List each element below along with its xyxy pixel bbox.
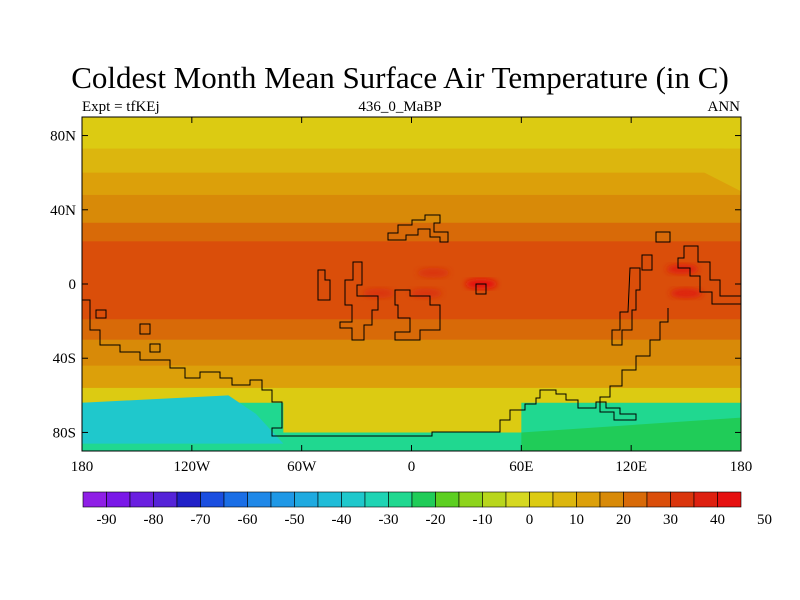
- experiment-label: Expt = tfKEj: [82, 99, 160, 115]
- colorbar-label: 50: [757, 512, 772, 528]
- map-axes: 180 120W 60W 0 60E 120E 180 80N 40N 0 40S 80S: [50, 117, 752, 475]
- map-title: Coldest Month Mean Surface Air Temperatu…: [71, 60, 729, 95]
- cold-region-west: [82, 395, 284, 444]
- warm-spot-2: [410, 288, 443, 299]
- temperature-band-6: [82, 319, 741, 341]
- cold-region-east: [521, 417, 741, 451]
- temperature-band-8: [82, 365, 741, 389]
- colorbar-swatch: [317, 491, 342, 508]
- temperature-band-4: [82, 222, 741, 243]
- colorbar: -90 -80 -70 -60 -50 -40 -30 -20 -10 0 10 20 30 40 50: [82, 491, 772, 528]
- colorbar-swatch: [576, 491, 601, 508]
- colorbar-swatch: [153, 491, 178, 508]
- x-tick-label: 60E: [509, 459, 533, 475]
- warm-spot-1: [362, 288, 395, 299]
- colorbar-swatch: [599, 491, 624, 508]
- coastline-antarctic-margin: [82, 299, 669, 437]
- coastline-continent-east: [394, 289, 441, 341]
- colorbar-swatch: [693, 491, 718, 508]
- colorbar-label: 30: [663, 512, 678, 528]
- temperature-band-7: [82, 339, 741, 367]
- temperature-band-2: [82, 172, 741, 196]
- colorbar-label: -20: [426, 512, 446, 528]
- x-tick-label: 120E: [615, 459, 647, 475]
- colorbar-label: -90: [97, 512, 117, 528]
- colorbar-label: 40: [710, 512, 725, 528]
- colorbar-label: -40: [332, 512, 352, 528]
- y-tick-label: 40S: [53, 351, 76, 367]
- coastline-west-island: [95, 309, 161, 353]
- colorbar-label: -10: [473, 512, 493, 528]
- coastline-continent-central: [339, 261, 379, 341]
- colorbar-label: -60: [238, 512, 258, 528]
- colorbar-swatch: [294, 491, 319, 508]
- y-tick-label: 80S: [53, 425, 76, 441]
- colorbar-swatch: [717, 491, 742, 508]
- temperature-band-1: [82, 148, 741, 174]
- colorbar-swatch: [364, 491, 389, 508]
- temperature-band-5: [82, 241, 741, 321]
- colorbar-swatch: [129, 491, 154, 508]
- coastline-north-africa: [387, 214, 449, 243]
- season-label: ANN: [707, 99, 741, 115]
- colorbar-label: -30: [379, 512, 399, 528]
- colorbar-label: -80: [144, 512, 164, 528]
- colorbar-swatch: [529, 491, 554, 508]
- colorbar-swatch: [435, 491, 460, 508]
- y-tick-label: 40N: [50, 203, 76, 219]
- colorbar-swatch: [388, 491, 413, 508]
- y-tick-label: 0: [69, 277, 77, 293]
- colorbar-swatch: [247, 491, 272, 508]
- colorbar-swatch: [670, 491, 695, 508]
- colorbar-swatch: [106, 491, 131, 508]
- colorbar-swatch: [270, 491, 295, 508]
- coastline-east-landmass: [611, 267, 641, 346]
- coastline-island-equator: [475, 283, 487, 295]
- coastline-far-east: [641, 231, 741, 305]
- colorbar-label: 0: [526, 512, 534, 528]
- x-tick-label: 180: [71, 459, 94, 475]
- colorbar-swatch: [411, 491, 436, 508]
- colorbar-swatch: [200, 491, 225, 508]
- colorbar-swatch: [505, 491, 530, 508]
- colorbar-swatch: [223, 491, 248, 508]
- cool-region-south: [283, 399, 522, 433]
- temperature-band-3: [82, 194, 741, 224]
- colorbar-swatch: [552, 491, 577, 508]
- colorbar-label: 20: [616, 512, 631, 528]
- x-tick-label: 180: [730, 459, 753, 475]
- colorbar-swatch: [646, 491, 671, 508]
- coastline-outlines: [82, 214, 741, 437]
- warm-spot-4: [670, 288, 703, 299]
- x-tick-label: 0: [408, 459, 416, 475]
- x-tick-label: 120W: [173, 459, 211, 475]
- colorbar-swatch: [623, 491, 648, 508]
- period-label: 436_0_MaBP: [358, 99, 442, 115]
- colorbar-swatch: [82, 491, 107, 508]
- colorbar-label: 10: [569, 512, 584, 528]
- colorbar-label: -70: [191, 512, 211, 528]
- colorbar-swatch: [341, 491, 366, 508]
- colorbar-label: -50: [285, 512, 305, 528]
- high-latitude-wedge: [631, 148, 741, 192]
- warm-spot-0: [417, 267, 450, 278]
- coastline-continent-west: [317, 269, 331, 301]
- colorbar-swatch: [482, 491, 507, 508]
- x-tick-label: 60W: [287, 459, 317, 475]
- warm-spot-3: [666, 264, 699, 275]
- temperature-field: [82, 117, 741, 451]
- y-tick-label: 80N: [50, 129, 76, 145]
- colorbar-swatch: [176, 491, 201, 508]
- colorbar-swatch: [458, 491, 483, 508]
